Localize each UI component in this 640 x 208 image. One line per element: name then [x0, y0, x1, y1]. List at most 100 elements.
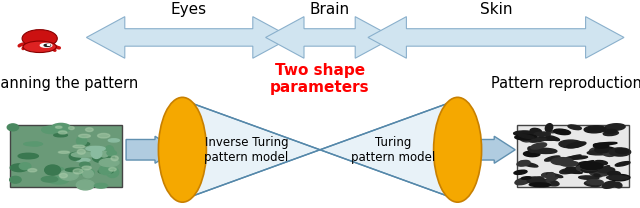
- Ellipse shape: [580, 163, 601, 170]
- Ellipse shape: [56, 126, 62, 128]
- Ellipse shape: [536, 177, 543, 180]
- Ellipse shape: [51, 167, 63, 171]
- Ellipse shape: [609, 175, 630, 181]
- Ellipse shape: [588, 150, 612, 155]
- Text: Two shape
parameters: Two shape parameters: [270, 63, 370, 95]
- Ellipse shape: [584, 181, 601, 187]
- Ellipse shape: [529, 183, 550, 187]
- Ellipse shape: [515, 178, 530, 185]
- Ellipse shape: [77, 149, 85, 154]
- Ellipse shape: [554, 129, 570, 135]
- Ellipse shape: [100, 167, 111, 174]
- Ellipse shape: [58, 131, 67, 134]
- Ellipse shape: [545, 156, 560, 161]
- Ellipse shape: [541, 173, 556, 177]
- FancyArrowPatch shape: [31, 47, 32, 49]
- Ellipse shape: [611, 175, 623, 178]
- Ellipse shape: [611, 126, 620, 129]
- Ellipse shape: [107, 151, 116, 156]
- Ellipse shape: [594, 161, 607, 165]
- Ellipse shape: [595, 146, 611, 153]
- Ellipse shape: [518, 134, 534, 139]
- Ellipse shape: [564, 155, 581, 161]
- Ellipse shape: [73, 145, 84, 148]
- Ellipse shape: [543, 180, 559, 186]
- Ellipse shape: [42, 177, 58, 182]
- Bar: [517, 125, 629, 187]
- Ellipse shape: [106, 167, 119, 177]
- Ellipse shape: [530, 138, 546, 142]
- Ellipse shape: [76, 180, 94, 190]
- Ellipse shape: [42, 126, 61, 134]
- Ellipse shape: [524, 151, 540, 157]
- Ellipse shape: [560, 169, 575, 174]
- Ellipse shape: [94, 183, 108, 188]
- Ellipse shape: [520, 162, 538, 167]
- FancyArrowPatch shape: [23, 46, 26, 48]
- Ellipse shape: [527, 177, 547, 183]
- Ellipse shape: [586, 180, 604, 184]
- Ellipse shape: [568, 125, 581, 130]
- Ellipse shape: [531, 143, 547, 149]
- Ellipse shape: [528, 147, 535, 152]
- Ellipse shape: [607, 171, 620, 176]
- Ellipse shape: [566, 142, 586, 148]
- Ellipse shape: [603, 152, 614, 156]
- Ellipse shape: [18, 153, 38, 159]
- Bar: [10, 125, 122, 187]
- Ellipse shape: [607, 147, 617, 151]
- Ellipse shape: [530, 128, 541, 134]
- Ellipse shape: [546, 177, 557, 181]
- Ellipse shape: [605, 129, 616, 133]
- Ellipse shape: [514, 131, 536, 136]
- Ellipse shape: [111, 156, 118, 161]
- Ellipse shape: [100, 151, 108, 157]
- Ellipse shape: [594, 142, 617, 145]
- Ellipse shape: [577, 162, 598, 169]
- Text: Scanning the pattern: Scanning the pattern: [0, 76, 138, 91]
- Ellipse shape: [104, 151, 115, 155]
- Ellipse shape: [24, 142, 42, 146]
- Ellipse shape: [83, 170, 93, 178]
- FancyArrowPatch shape: [52, 48, 55, 50]
- Polygon shape: [182, 100, 320, 200]
- Ellipse shape: [97, 134, 110, 138]
- Ellipse shape: [515, 135, 537, 140]
- Circle shape: [44, 44, 51, 46]
- Ellipse shape: [68, 126, 74, 130]
- Ellipse shape: [608, 153, 620, 155]
- Ellipse shape: [65, 168, 84, 172]
- Ellipse shape: [536, 137, 559, 140]
- Ellipse shape: [105, 146, 114, 156]
- Ellipse shape: [534, 132, 550, 136]
- Ellipse shape: [589, 147, 605, 153]
- Ellipse shape: [101, 148, 108, 154]
- Polygon shape: [368, 17, 624, 58]
- Ellipse shape: [614, 182, 622, 188]
- FancyArrowPatch shape: [46, 48, 47, 50]
- Ellipse shape: [54, 134, 67, 137]
- Ellipse shape: [93, 154, 115, 163]
- Ellipse shape: [549, 131, 557, 133]
- Ellipse shape: [600, 166, 610, 171]
- Ellipse shape: [86, 146, 105, 151]
- Ellipse shape: [566, 156, 588, 159]
- Polygon shape: [86, 17, 291, 58]
- Ellipse shape: [60, 170, 78, 180]
- Ellipse shape: [79, 142, 90, 146]
- Ellipse shape: [602, 181, 616, 188]
- Ellipse shape: [10, 176, 21, 183]
- Ellipse shape: [597, 167, 615, 173]
- Ellipse shape: [158, 97, 206, 202]
- FancyArrowPatch shape: [55, 46, 60, 48]
- Ellipse shape: [76, 158, 90, 162]
- Ellipse shape: [604, 131, 618, 136]
- Ellipse shape: [547, 173, 555, 180]
- Ellipse shape: [29, 142, 42, 146]
- Polygon shape: [320, 100, 458, 200]
- Ellipse shape: [49, 176, 68, 184]
- Ellipse shape: [82, 166, 92, 170]
- Ellipse shape: [51, 123, 70, 132]
- Ellipse shape: [45, 165, 61, 175]
- Ellipse shape: [593, 143, 609, 148]
